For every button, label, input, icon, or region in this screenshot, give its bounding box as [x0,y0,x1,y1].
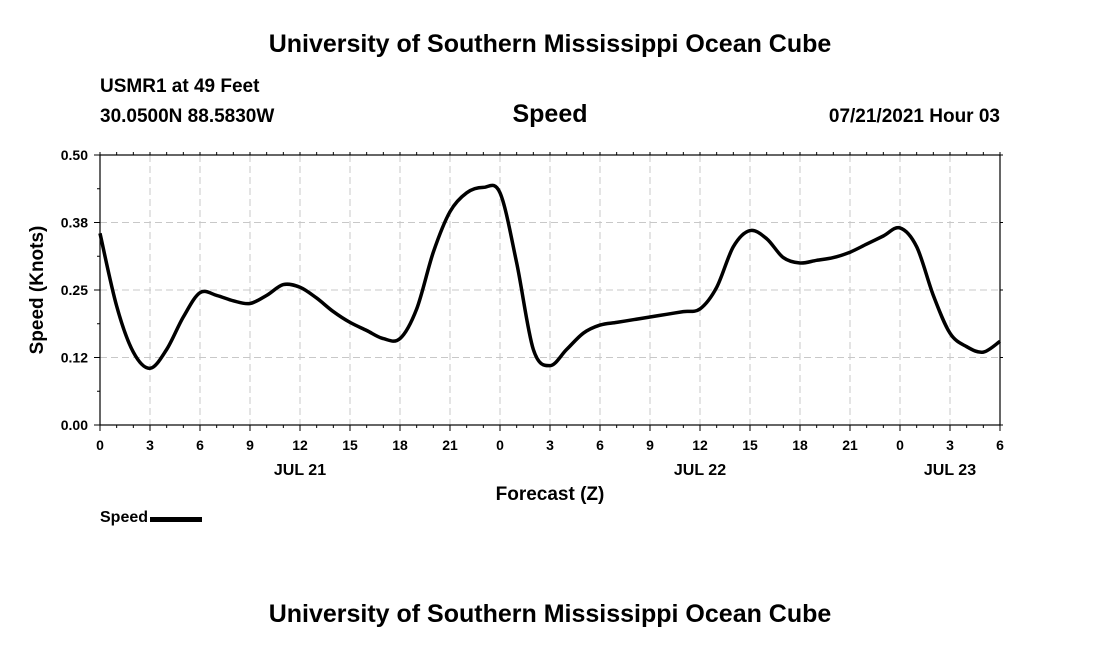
axis-ticks [94,152,1003,431]
y-tick-label: 0.00 [61,417,88,433]
x-tick-label: 3 [146,437,154,453]
series-line-speed [98,183,1002,371]
x-tick-label: 6 [996,437,1004,453]
x-tick-label: 15 [742,437,758,453]
y-tick-label: 0.38 [61,215,88,231]
tick-labels: 0 3 6 9 12 15 18 21 0 3 6 9 12 15 18 21 0 3 6 0.00 0.12 0.25 0… [61,147,1004,479]
x-tick-label: 0 [896,437,904,453]
x-tick-label: 9 [646,437,654,453]
y-tick-label: 0.50 [61,147,88,163]
x-tick-label: 3 [546,437,554,453]
chart-title: University of Southern Mississippi Ocean… [268,30,832,58]
station-label: USMR1 at 49 Feet [100,76,260,97]
x-tick-label: 12 [692,437,708,453]
x-tick-label: 12 [292,437,308,453]
y-tick-label: 0.12 [61,350,88,366]
x-tick-label: 18 [792,437,808,453]
x-axis-label: Forecast (Z) [496,484,605,505]
series-layer [98,183,1002,371]
issued-time: 07/21/2021 Hour 03 [828,106,1000,127]
x-tick-label: 15 [342,437,358,453]
x-tick-label: 21 [442,437,458,453]
parameter-title: Speed [512,100,588,128]
x-tick-label: 6 [196,437,204,453]
legend-label: Speed [100,509,149,526]
footer-title: University of Southern Mississippi Ocean… [268,600,832,628]
date-label: JUL 23 [924,462,976,479]
legend: Speed [100,509,203,527]
y-tick-label: 0.25 [61,282,88,298]
x-tick-label: 9 [246,437,254,453]
x-tick-label: 18 [392,437,408,453]
date-label: JUL 21 [274,462,326,479]
x-tick-label: 0 [96,437,104,453]
date-label: JUL 22 [674,462,726,479]
x-tick-label: 3 [946,437,954,453]
y-axis-label: Speed (Knots) [27,226,48,355]
x-tick-label: 6 [596,437,604,453]
legend-line-swatch [150,517,203,522]
grid-lines [100,155,1000,425]
x-tick-label: 0 [496,437,504,453]
station-coordinates: 30.0500N 88.5830W [100,106,275,127]
x-tick-label: 21 [842,437,858,453]
